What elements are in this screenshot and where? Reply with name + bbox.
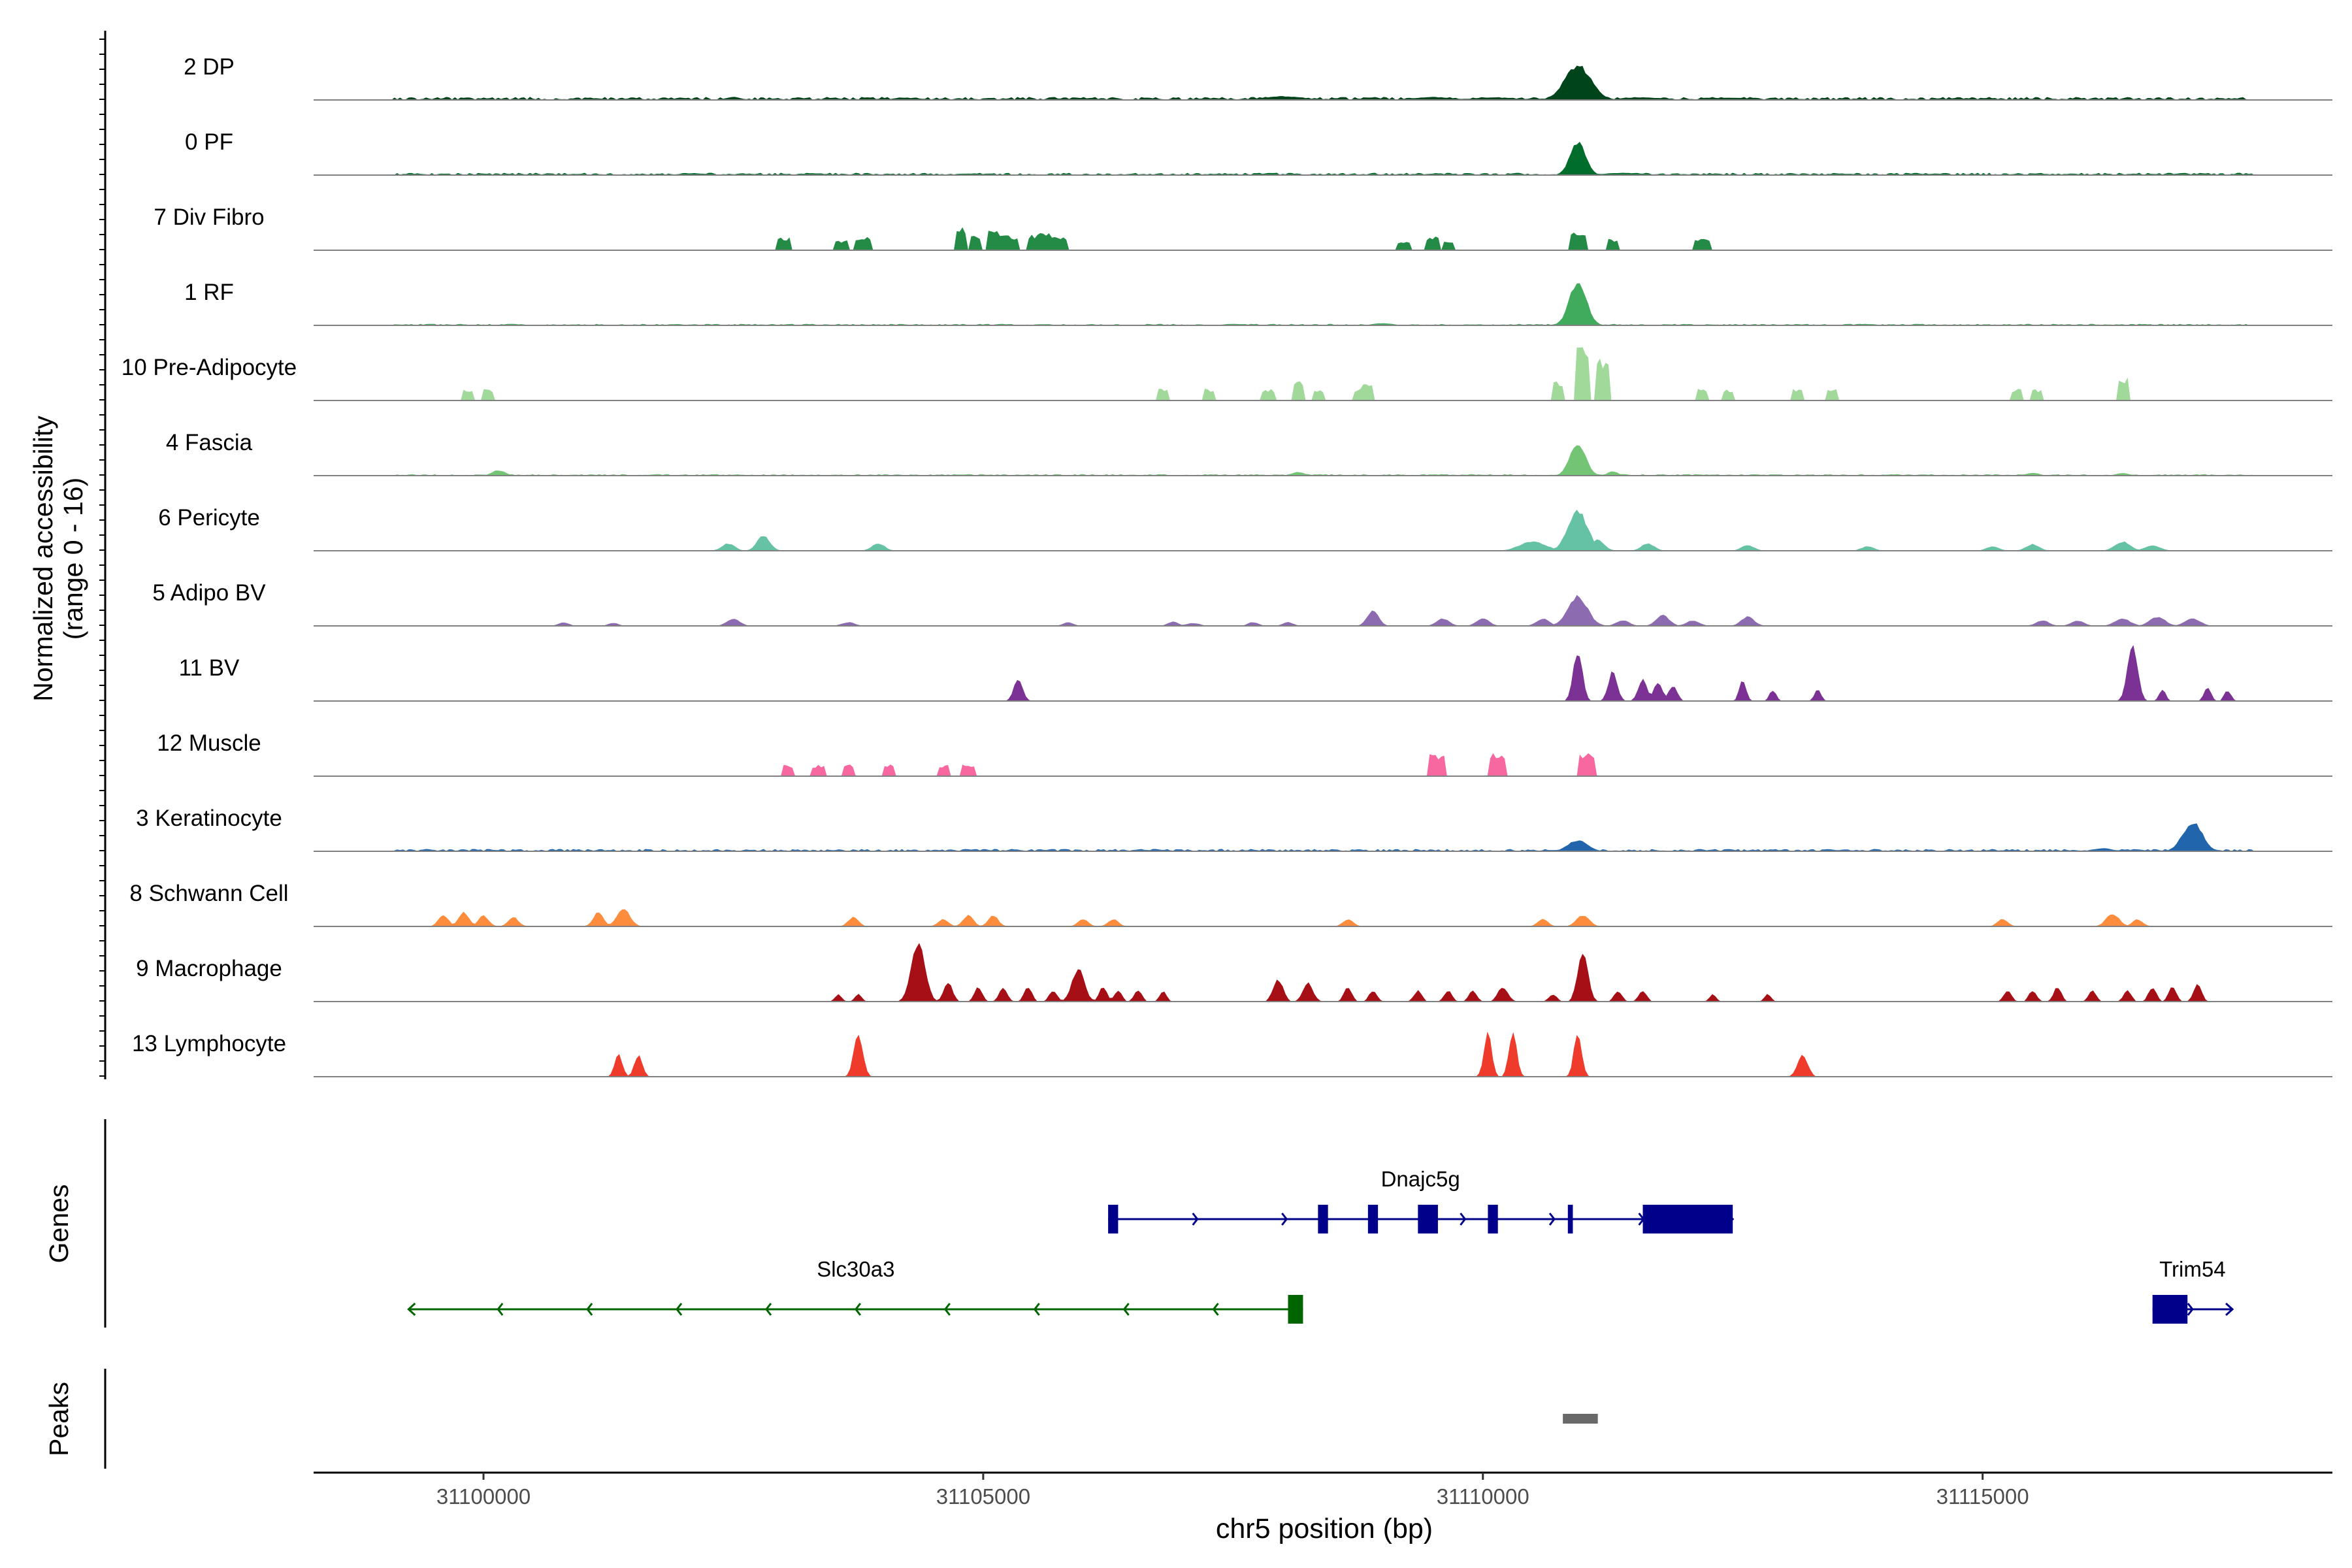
strand-arrow [1281,1213,1288,1226]
gene-label: Trim54 [2159,1257,2225,1281]
track-6-pericyte: 6 Pericyte [158,505,2332,551]
track-10-pre-adipocyte: 10 Pre-Adipocyte [122,347,2332,401]
track-5-adipo-bv: 5 Adipo BV [152,580,2332,627]
y-axis-title: Normalized accessibility (range 0 - 16) [28,416,88,702]
track-signal [314,595,2332,626]
track-12-muscle: 12 Muscle [157,730,2332,777]
track-label: 5 Adipo BV [152,580,266,606]
track-signal [314,943,2332,1002]
peak-region-track [1563,1414,1598,1424]
exon [2152,1295,2188,1324]
track-label: 2 DP [184,54,235,80]
track-signal [314,753,2332,776]
track-11-bv: 11 BV [179,645,2332,702]
exon [1108,1205,1119,1233]
track-1-rf: 1 RF [184,280,2332,326]
track-label: 9 Macrophage [136,956,282,981]
x-axis-label: chr5 position (bp) [1216,1513,1433,1544]
track-label: 11 BV [179,655,240,681]
track-label: 1 RF [184,280,234,305]
peaks-panel-label: Peaks [44,1382,74,1456]
gene-slc30a3: Slc30a3 [407,1257,1303,1324]
strand-arrow [854,1303,862,1316]
gene-trim54: Trim54 [2152,1257,2234,1324]
exon [1642,1205,1733,1233]
track-signal [314,909,2332,926]
strand-arrow [1033,1303,1040,1316]
genes-panel-label: Genes [44,1184,74,1264]
exon [1567,1205,1573,1233]
track-0-pf: 0 PF [185,129,2332,176]
strand-arrow [1212,1303,1219,1316]
exon [1367,1205,1379,1233]
exon [1318,1205,1328,1233]
y-axis-ticks [99,39,105,1077]
track-13-lymphocyte: 13 Lymphocyte [132,1031,2332,1077]
strand-arrow [497,1303,504,1316]
track-label: 12 Muscle [157,730,261,756]
x-tick-label: 31115000 [1936,1484,2029,1509]
track-label: 10 Pre-Adipocyte [122,355,297,380]
gene-label: Dnajc5g [1381,1167,1460,1191]
strand-arrow [1192,1213,1199,1226]
x-axis-ticks: 31100000 31105000 31110000 31115000 [436,1473,2029,1509]
strand-arrow [765,1303,772,1316]
track-label: 7 Div Fibro [154,204,264,230]
coverage-tracks: 2 DP 0 PF 7 Div Fibro 1 RF 10 Pre-Adipocyte 4… [122,54,2332,1077]
track-4-fascia: 4 Fascia [166,430,2332,476]
track-label: 4 Fascia [166,430,253,455]
track-8-schwann-cell: 8 Schwann Cell [129,881,2332,927]
y-axis-label: Normalized accessibility [28,416,58,702]
gene-label: Slc30a3 [817,1257,894,1281]
gene-dnajc5g: Dnajc5g [1108,1167,1735,1233]
track-2-dp: 2 DP [184,54,2332,101]
track-7-div-fibro: 7 Div Fibro [154,204,2332,251]
x-tick-label: 31100000 [436,1484,531,1509]
track-label: 3 Keratinocyte [136,806,282,831]
track-signal [314,645,2332,701]
x-tick-label: 31110000 [1437,1484,1529,1509]
exon [1418,1205,1438,1233]
y-axis-range-label: (range 0 - 16) [58,478,88,640]
exon [1488,1205,1498,1233]
x-tick-label: 31105000 [936,1484,1030,1509]
strand-arrow [676,1303,683,1316]
strand-arrow [2225,1302,2234,1316]
track-label: 6 Pericyte [158,505,260,531]
track-label: 13 Lymphocyte [132,1031,286,1056]
track-9-macrophage: 9 Macrophage [136,943,2332,1002]
peak-region [1563,1414,1598,1424]
strand-arrow [943,1303,951,1316]
strand-arrow [2187,1303,2194,1316]
track-label: 0 PF [185,129,233,155]
exon [1288,1295,1303,1324]
gene-annotation-track: Dnajc5g Slc30a3 Trim54 [407,1167,2234,1324]
strand-arrow [1122,1303,1130,1316]
strand-arrow [1548,1213,1556,1226]
strand-arrow [1460,1213,1467,1226]
track-signal [314,510,2332,551]
strand-arrow [586,1303,593,1316]
strand-arrow [407,1302,416,1316]
track-label: 8 Schwann Cell [129,881,288,906]
track-3-keratinocyte: 3 Keratinocyte [136,806,2332,852]
